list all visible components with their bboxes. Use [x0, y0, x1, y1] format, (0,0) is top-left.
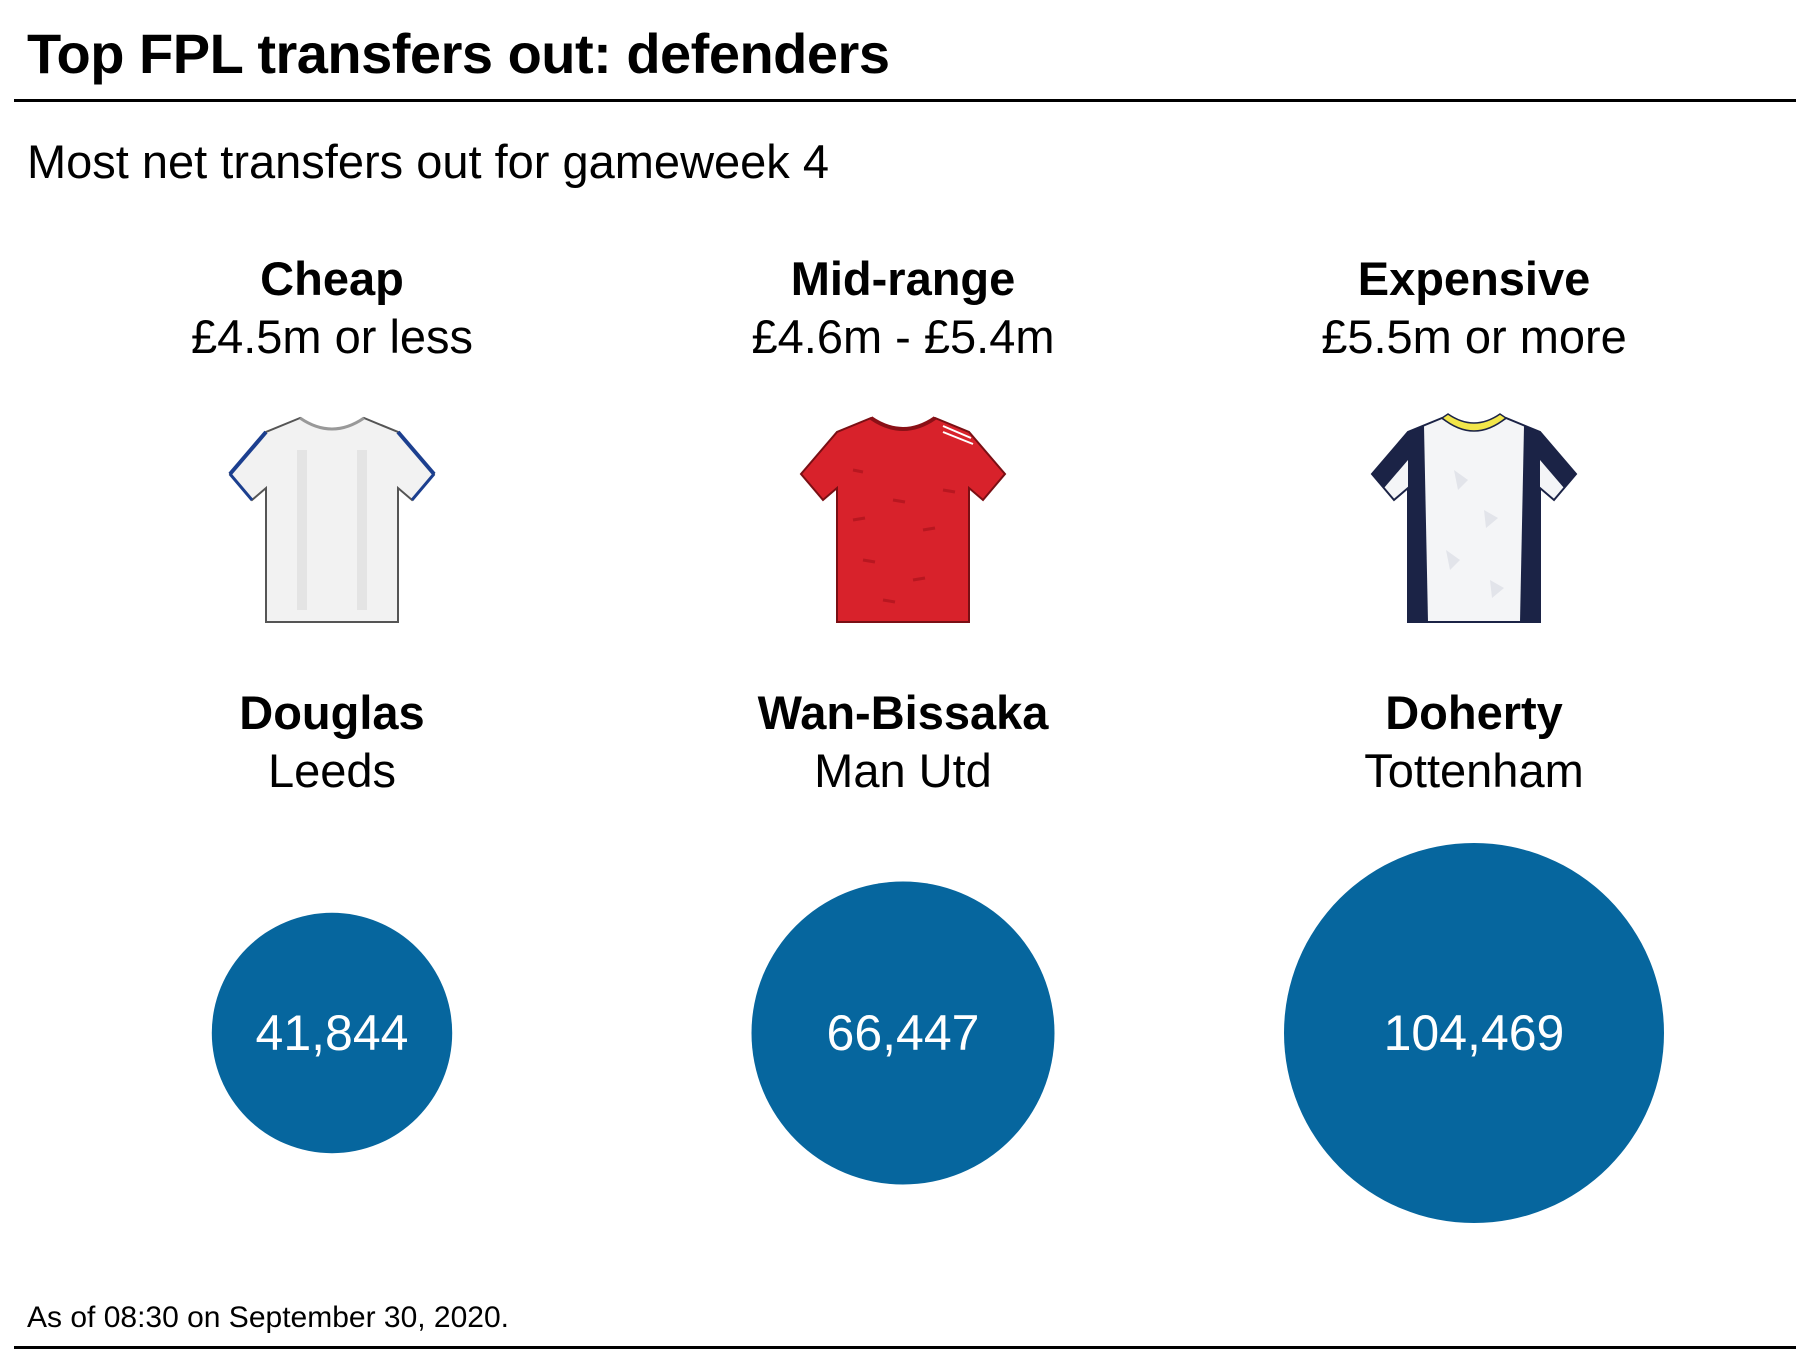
- player-label: Wan-Bissaka Man Utd: [643, 684, 1163, 800]
- tier-header: Cheap £4.5m or less: [72, 250, 592, 366]
- tier-name: Cheap: [260, 252, 404, 305]
- tier-name: Expensive: [1357, 252, 1591, 305]
- chart-subtitle: Most net transfers out for gameweek 4: [27, 135, 829, 188]
- leeds-shirt-icon: [228, 416, 436, 623]
- player-label: Douglas Leeds: [72, 684, 592, 800]
- footnote: As of 08:30 on September 30, 2020.: [27, 1301, 510, 1334]
- bubble-doherty: [1284, 843, 1664, 1223]
- tier-header: Expensive £5.5m or more: [1214, 250, 1734, 366]
- tier-price-range: £4.5m or less: [190, 310, 474, 363]
- bubble-douglas: [211, 912, 453, 1154]
- bubble-value-label: 66,447: [827, 1005, 980, 1061]
- player-label: Doherty Tottenham: [1214, 684, 1734, 800]
- tottenham-shirt-icon: [1370, 413, 1578, 623]
- tier-name: Mid-range: [790, 252, 1016, 305]
- tier-price-range: £4.6m - £5.4m: [751, 310, 1055, 363]
- bubble-wan-bissaka: [751, 881, 1055, 1185]
- manutd-shirt-icon: [799, 416, 1007, 623]
- player-name: Doherty: [1385, 686, 1563, 739]
- tier-price-range: £5.5m or more: [1321, 310, 1627, 363]
- bubble-value-label: 104,469: [1384, 1005, 1565, 1061]
- player-team: Leeds: [267, 744, 397, 797]
- chart-title: Top FPL transfers out: defenders: [27, 22, 890, 85]
- column-mid-range: Mid-range £4.6m - £5.4m Wan-Bissaka Man …: [643, 0, 1163, 1349]
- column-cheap: Cheap £4.5m or less Douglas Leeds: [72, 0, 592, 1349]
- title-divider: [14, 99, 1796, 102]
- tier-header: Mid-range £4.6m - £5.4m: [643, 250, 1163, 366]
- bubble-value-label: 41,844: [256, 1005, 409, 1061]
- player-name: Wan-Bissaka: [757, 686, 1049, 739]
- player-team: Man Utd: [814, 744, 992, 797]
- column-expensive: Expensive £5.5m or more Doherty Tottenha…: [1214, 0, 1734, 1349]
- player-name: Douglas: [239, 686, 425, 739]
- player-team: Tottenham: [1364, 744, 1584, 797]
- bottom-divider: [14, 1346, 1796, 1349]
